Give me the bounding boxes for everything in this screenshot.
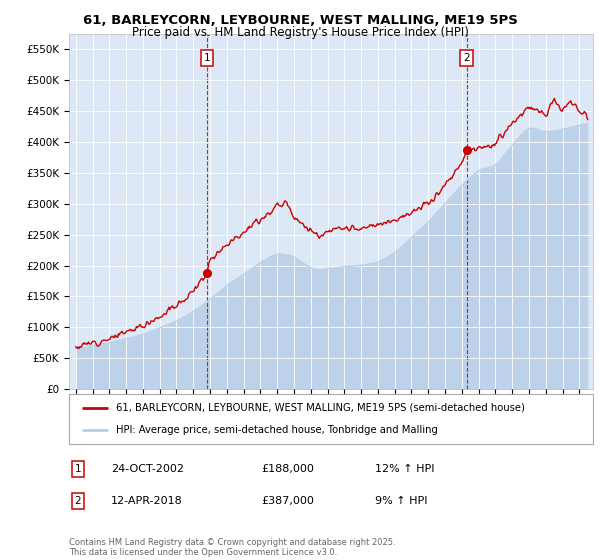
Text: HPI: Average price, semi-detached house, Tonbridge and Malling: HPI: Average price, semi-detached house,… <box>116 425 438 435</box>
Text: 61, BARLEYCORN, LEYBOURNE, WEST MALLING, ME19 5PS (semi-detached house): 61, BARLEYCORN, LEYBOURNE, WEST MALLING,… <box>116 403 525 413</box>
Text: 61, BARLEYCORN, LEYBOURNE, WEST MALLING, ME19 5PS: 61, BARLEYCORN, LEYBOURNE, WEST MALLING,… <box>83 14 517 27</box>
Text: 1: 1 <box>74 464 82 474</box>
Text: Price paid vs. HM Land Registry's House Price Index (HPI): Price paid vs. HM Land Registry's House … <box>131 26 469 39</box>
Text: 2: 2 <box>74 496 82 506</box>
Text: £387,000: £387,000 <box>261 496 314 506</box>
Text: Contains HM Land Registry data © Crown copyright and database right 2025.
This d: Contains HM Land Registry data © Crown c… <box>69 538 395 557</box>
Text: 1: 1 <box>203 53 210 63</box>
Text: 24-OCT-2002: 24-OCT-2002 <box>111 464 184 474</box>
Text: £188,000: £188,000 <box>261 464 314 474</box>
Text: 9% ↑ HPI: 9% ↑ HPI <box>375 496 427 506</box>
Text: 12-APR-2018: 12-APR-2018 <box>111 496 183 506</box>
Text: 12% ↑ HPI: 12% ↑ HPI <box>375 464 434 474</box>
Text: 2: 2 <box>463 53 470 63</box>
